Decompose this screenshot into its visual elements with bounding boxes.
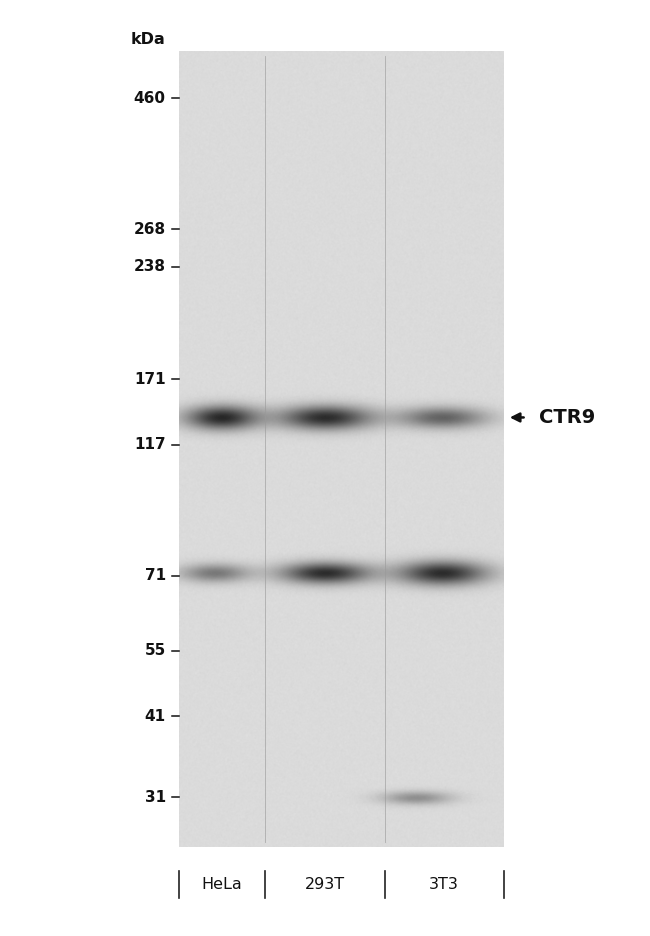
Text: 55: 55 [144,643,166,658]
Text: 268: 268 [134,222,166,237]
Text: 460: 460 [134,91,166,106]
Text: 293T: 293T [305,877,345,892]
Text: 3T3: 3T3 [429,877,459,892]
Text: CTR9: CTR9 [540,408,596,427]
Text: 71: 71 [144,568,166,583]
Text: HeLa: HeLa [202,877,242,892]
Text: 171: 171 [134,372,166,387]
Text: kDa: kDa [131,32,166,47]
Text: 238: 238 [134,259,166,274]
Text: 41: 41 [144,709,166,724]
Text: 31: 31 [144,790,166,805]
Text: 117: 117 [134,437,166,452]
